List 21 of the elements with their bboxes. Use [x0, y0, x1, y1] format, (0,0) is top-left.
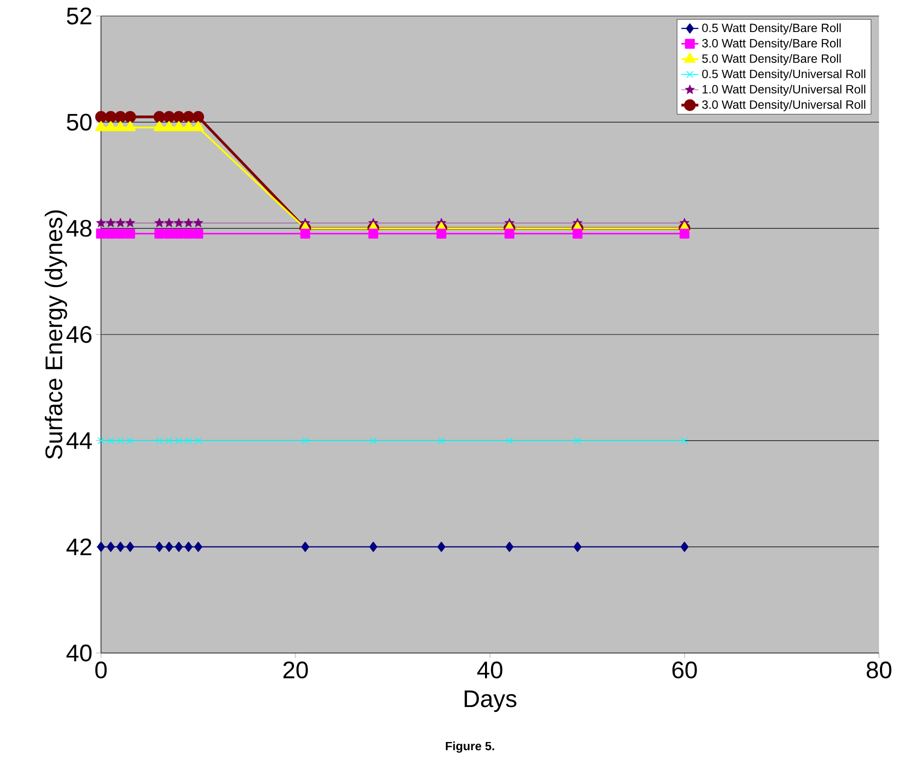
y-tick-label: 50 — [66, 114, 92, 131]
legend-label: 3.0 Watt Density/Bare Roll — [702, 38, 841, 50]
y-axis-title: Surface Energy (dynes) — [44, 210, 68, 460]
legend-label: 5.0 Watt Density/Bare Roll — [702, 54, 841, 66]
x-tick-label: 0 — [95, 662, 107, 678]
x-tick-label: 60 — [672, 662, 697, 678]
legend-label: 0.5 Watt Density/Bare Roll — [702, 23, 841, 35]
x-tick-label: 40 — [477, 662, 502, 678]
x-tick-label: 20 — [283, 662, 308, 678]
y-tick-label: 52 — [66, 8, 92, 24]
y-tick-label: 40 — [66, 644, 92, 662]
legend-label: 0.5 Watt Density/Universal Roll — [702, 69, 866, 81]
legend-label: 1.0 Watt Density/Universal Roll — [702, 84, 866, 96]
text: Figure 5. — [446, 742, 494, 753]
y-tick-label: 44 — [66, 432, 92, 449]
x-tick-label: 80 — [866, 662, 892, 678]
y-tick-label: 48 — [66, 220, 92, 237]
y-tick-label: 42 — [66, 538, 92, 556]
y-tick-label: 46 — [66, 326, 92, 343]
legend-label: 3.0 Watt Density/Universal Roll — [702, 100, 866, 112]
x-axis-title: Days — [464, 690, 516, 712]
